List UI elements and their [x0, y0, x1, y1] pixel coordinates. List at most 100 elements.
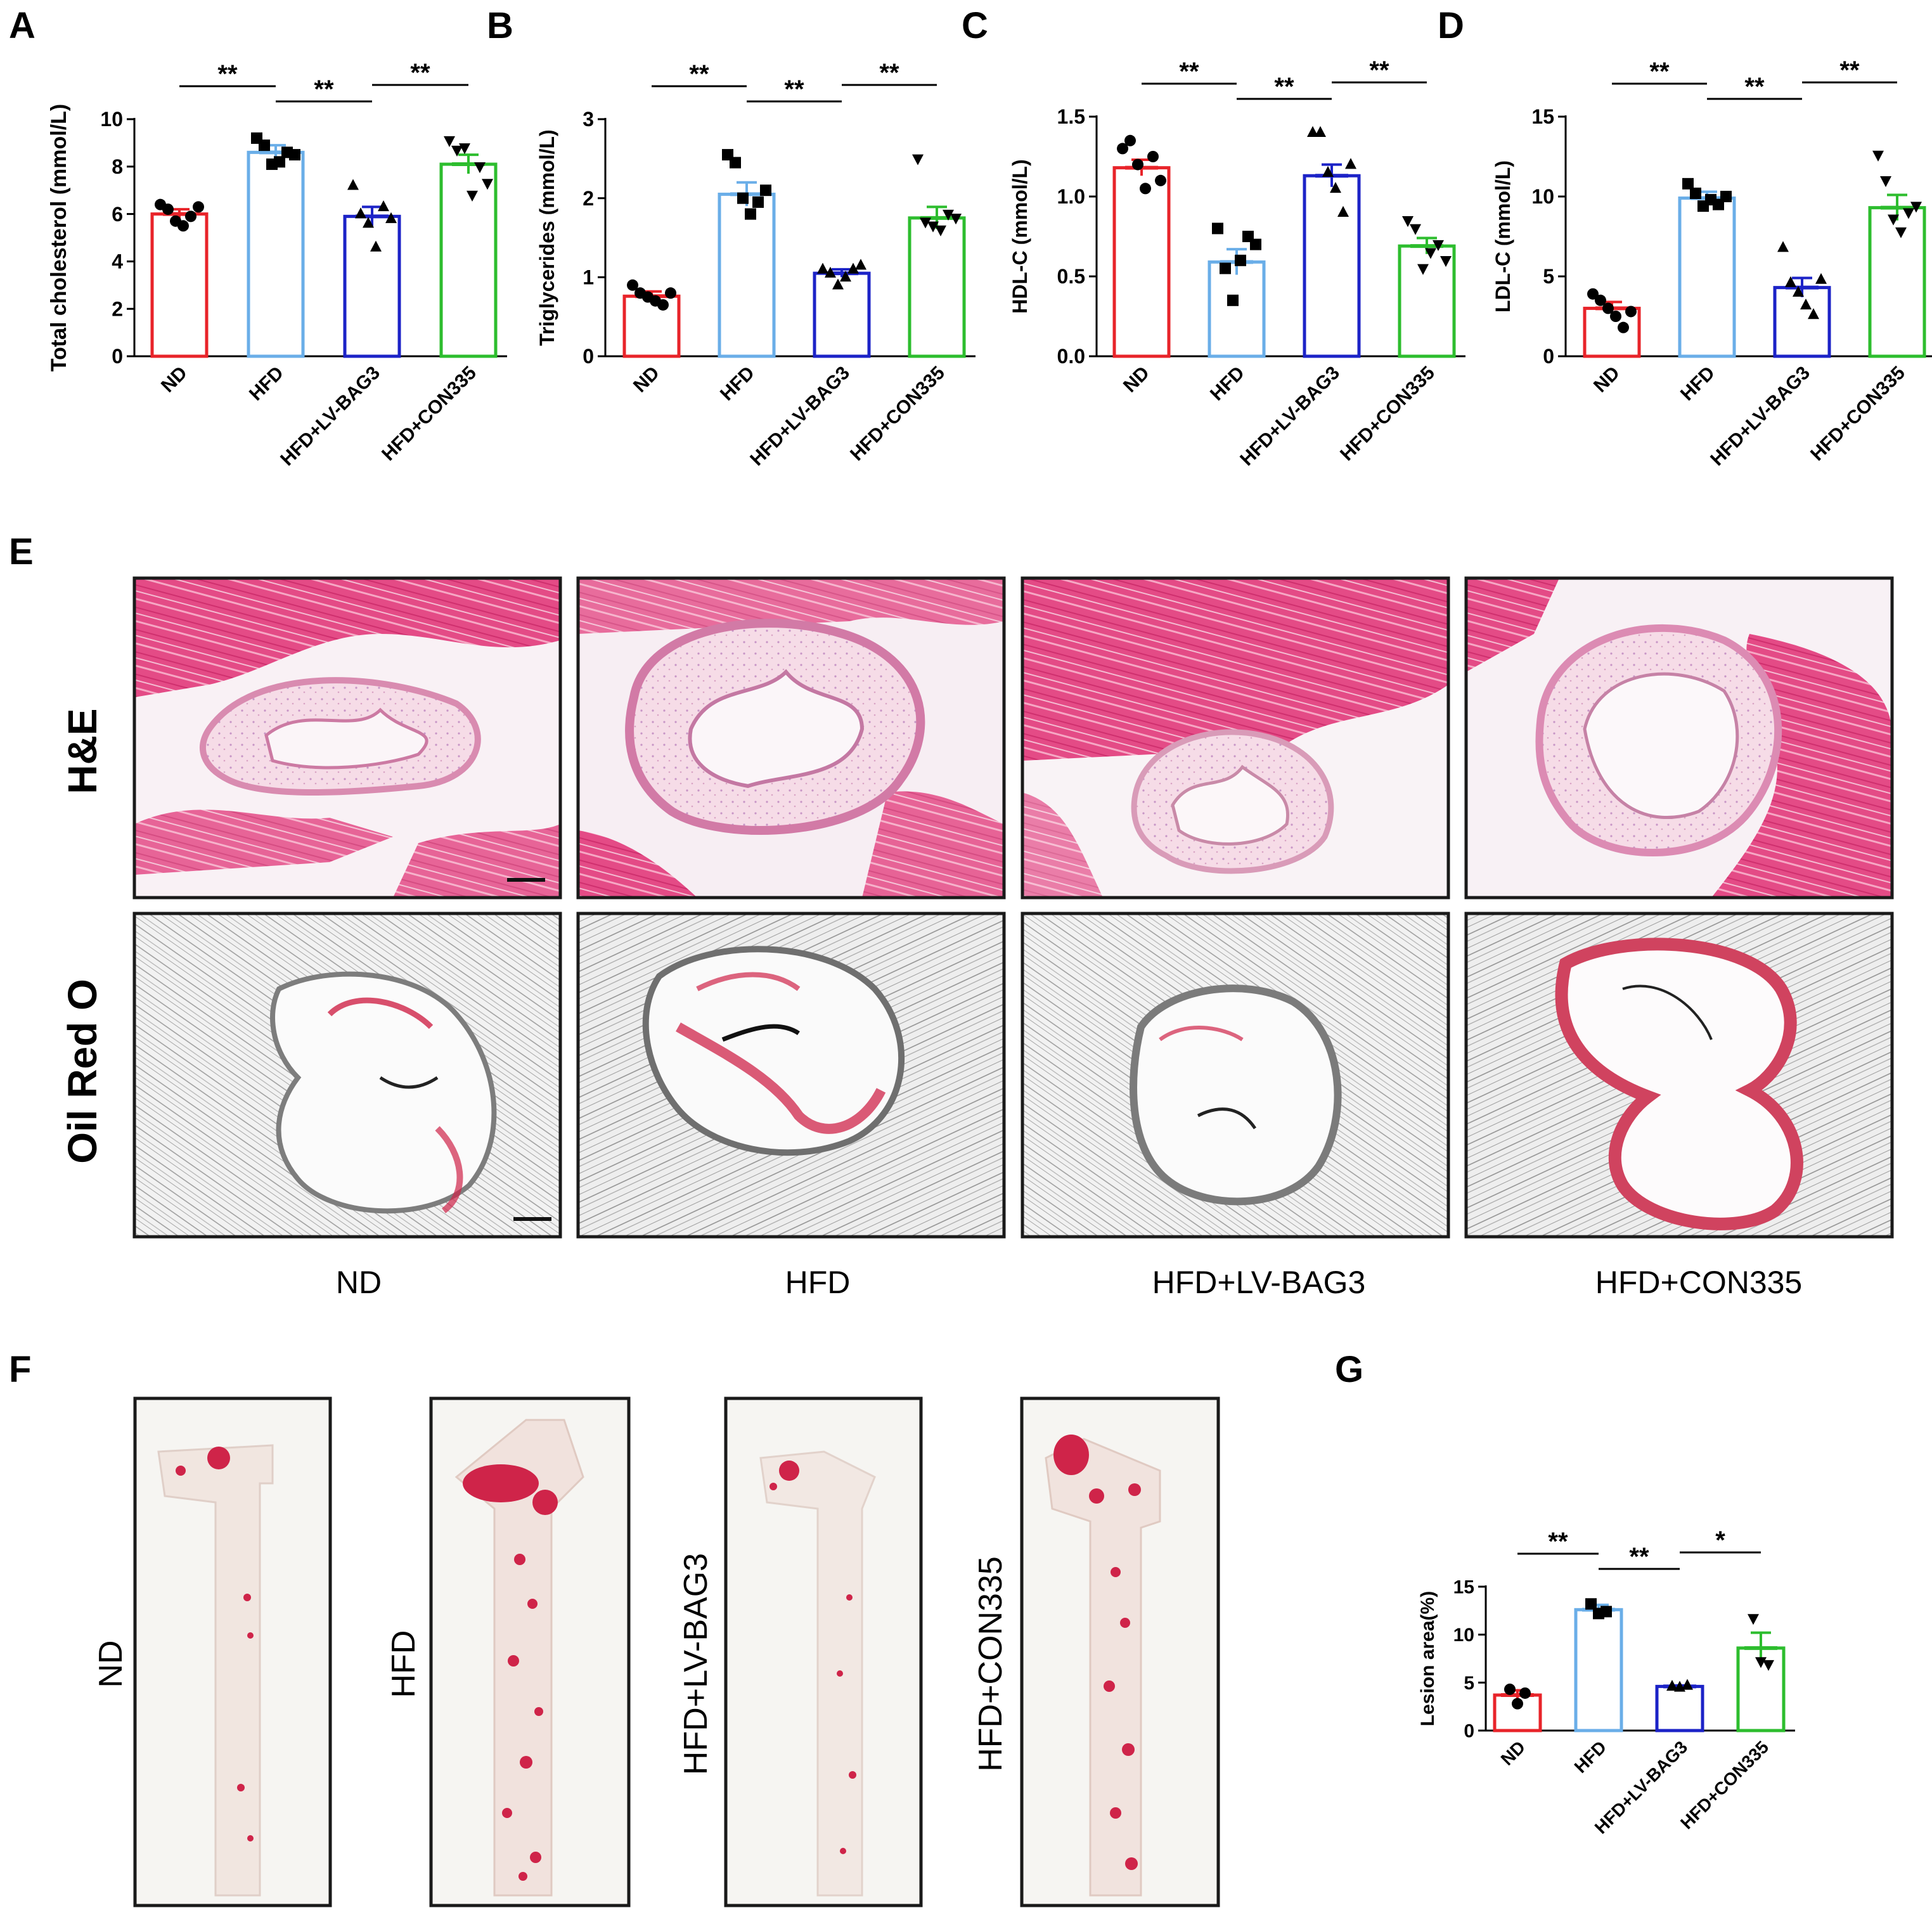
x-tick-label-nd: ND — [1590, 363, 1624, 397]
data-point-nd — [177, 220, 189, 232]
data-point-hfd-con335 — [935, 225, 946, 236]
aorta-label-hfd-con335: HFD+CON335 — [972, 1556, 1009, 1772]
significance-label: ** — [689, 60, 709, 88]
data-point-hfd-con335 — [459, 143, 470, 155]
data-point-nd — [185, 210, 196, 223]
x-tick-label-nd: ND — [157, 363, 191, 397]
data-point-hfd — [752, 196, 764, 208]
bar-hfd-lv-bag3 — [1303, 174, 1361, 358]
data-point-hfd-con335 — [1440, 256, 1452, 268]
significance-label: ** — [1548, 1528, 1568, 1556]
y-axis-label: Total cholesterol (mmol/L) — [47, 104, 71, 372]
x-tick-label-nd: ND — [629, 363, 664, 397]
data-point-hfd-con335 — [1402, 216, 1414, 228]
data-point-hfd-lv-bag3 — [832, 278, 844, 290]
oro-image-hfd-lv-bag3 — [1021, 912, 1450, 1239]
data-point-hfd-lv-bag3 — [817, 262, 828, 274]
data-point-hfd — [1682, 177, 1694, 190]
panel-label-f: F — [9, 1349, 31, 1390]
data-point-hfd-lv-bag3 — [370, 240, 382, 252]
data-point-hfd-con335 — [482, 179, 493, 190]
data-point-hfd-con335 — [1748, 1614, 1759, 1625]
data-point-nd — [1587, 288, 1599, 300]
significance-label: ** — [1629, 1543, 1649, 1571]
aorta-image-hfd — [429, 1396, 631, 1907]
data-point-hfd-lv-bag3 — [385, 212, 397, 223]
bar-hfd — [1574, 1608, 1623, 1732]
x-tick-label-nd: ND — [1497, 1737, 1530, 1769]
x-tick-label-hfd: HFD — [1206, 363, 1249, 405]
col-label-hfd: HFD — [785, 1265, 851, 1300]
data-point-hfd-con335 — [451, 145, 463, 157]
panel-label-c: C — [962, 5, 988, 46]
data-point-hfd-con335 — [444, 136, 455, 148]
data-point-hfd-con335 — [1410, 224, 1421, 235]
aorta-image-nd — [133, 1396, 332, 1907]
significance-label: ** — [1839, 56, 1860, 84]
data-point-hfd-lv-bag3 — [840, 270, 851, 282]
aorta-label-nd: ND — [93, 1640, 129, 1687]
data-point-hfd — [289, 149, 300, 161]
y-tick-label: 15 — [1453, 1577, 1474, 1598]
significance-label: * — [1715, 1526, 1725, 1554]
chart-hdl-c: 0.0 0.5 1.0 1.5 HDL-C (mmol/L) ND HFDHFD+LV-BA… — [1008, 56, 1465, 470]
x-tick-label-hfd-lv-bag3: HFD+LV-BAG3 — [1706, 363, 1814, 470]
data-point-nd — [1602, 302, 1614, 314]
y-tick-label: 5 — [1543, 265, 1554, 288]
aorta-panel: ND HFD HFD+LV-BAG3 HFD+CON335 — [93, 1396, 1220, 1907]
significance-label: ** — [1649, 58, 1670, 86]
data-point-hfd — [730, 157, 741, 169]
data-point-hfd-lv-bag3 — [355, 207, 366, 219]
oro-image-hfd-con335 — [1464, 912, 1894, 1239]
data-point-hfd — [274, 156, 285, 168]
panel-label-b: B — [487, 5, 513, 46]
data-point-hfd-con335 — [1910, 202, 1922, 213]
x-tick-label-hfd: HFD — [1571, 1737, 1611, 1777]
data-point-hfd-lv-bag3 — [847, 262, 859, 274]
oro-image-hfd — [576, 912, 1006, 1239]
he-image-nd — [132, 576, 562, 900]
y-tick-label: 5 — [1464, 1673, 1474, 1694]
data-point-nd — [1625, 306, 1637, 318]
bar-hfd-lv-bag3 — [1773, 286, 1831, 358]
aorta-image-hfd-con335 — [1020, 1396, 1220, 1907]
data-point-hfd-con335 — [467, 190, 478, 202]
x-tick-label-hfd-con335: HFD+CON335 — [1336, 363, 1439, 465]
data-point-hfd — [259, 139, 270, 152]
data-point-hfd-con335 — [1903, 208, 1914, 219]
data-point-hfd-con335 — [920, 217, 931, 229]
data-point-hfd-lv-bag3 — [1808, 308, 1819, 319]
significance-label: ** — [1179, 58, 1199, 86]
data-point-hfd — [1690, 187, 1701, 199]
oro-image-nd — [132, 912, 562, 1239]
data-point-hfd-con335 — [927, 221, 939, 233]
y-tick-label: 15 — [1531, 105, 1554, 128]
data-point-hfd-lv-bag3 — [855, 259, 866, 270]
data-point-hfd-lv-bag3 — [1666, 1680, 1678, 1691]
significance-label: ** — [1274, 73, 1294, 101]
histology-panel: H&E Oil Red O — [60, 576, 1894, 1300]
data-point-hfd — [745, 208, 756, 220]
significance-label: ** — [410, 59, 430, 87]
data-point-hfd-con335 — [1425, 248, 1436, 259]
y-axis-label: LDL-C (mmol/L) — [1491, 160, 1514, 313]
data-point-nd — [1610, 311, 1621, 322]
data-point-hfd-lv-bag3 — [363, 217, 374, 228]
data-point-hfd — [1227, 294, 1239, 306]
data-point-nd — [1124, 134, 1136, 146]
he-image-hfd — [576, 576, 1006, 900]
data-point-hfd — [1585, 1598, 1597, 1610]
data-point-hfd-lv-bag3 — [1682, 1679, 1693, 1690]
bar-hfd — [247, 150, 305, 358]
y-axis-label: HDL-C (mmol/L) — [1008, 159, 1031, 314]
y-tick-label: 1 — [583, 266, 594, 289]
x-tick-label-hfd: HFD — [1677, 363, 1719, 405]
y-tick-label: 2 — [583, 187, 594, 210]
y-tick-label: 4 — [112, 250, 123, 273]
data-point-hfd-lv-bag3 — [378, 200, 389, 212]
bar-hfd-lv-bag3 — [1655, 1684, 1704, 1732]
y-tick-label: 0.0 — [1057, 345, 1085, 368]
data-point-hfd-lv-bag3 — [1337, 205, 1349, 217]
data-point-hfd — [1720, 191, 1732, 202]
